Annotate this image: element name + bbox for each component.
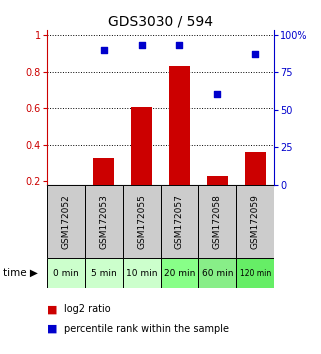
Bar (84, 258, 123, 288)
Text: GSM172059: GSM172059 (251, 194, 260, 249)
Bar (84, 185, 123, 258)
Text: 10 min: 10 min (126, 268, 157, 278)
Bar (160, 185, 198, 258)
Point (215, 91, 220, 97)
Bar (47, 258, 84, 288)
Bar (237, 185, 274, 258)
Point (63, 215, 68, 221)
Text: GSM172057: GSM172057 (175, 194, 184, 249)
Bar (207, 176, 228, 218)
Text: 20 min: 20 min (164, 268, 195, 278)
Text: time ▶: time ▶ (3, 268, 38, 278)
Bar (245, 152, 266, 218)
Bar (123, 258, 160, 288)
Point (177, 42, 182, 47)
Text: ■: ■ (47, 324, 57, 334)
Text: 120 min: 120 min (240, 268, 271, 278)
Text: 60 min: 60 min (202, 268, 233, 278)
Text: GSM172058: GSM172058 (213, 194, 222, 249)
Bar (160, 258, 198, 288)
Bar (47, 185, 84, 258)
Text: percentile rank within the sample: percentile rank within the sample (64, 324, 229, 334)
Bar (169, 67, 190, 218)
Title: GDS3030 / 594: GDS3030 / 594 (108, 15, 213, 29)
Point (139, 42, 144, 47)
Bar (123, 185, 160, 258)
Text: GSM172052: GSM172052 (61, 194, 70, 249)
Bar (237, 258, 274, 288)
Bar (93, 158, 114, 218)
Text: GSM172055: GSM172055 (137, 194, 146, 249)
Point (253, 51, 258, 57)
Text: 5 min: 5 min (91, 268, 117, 278)
Point (101, 47, 106, 53)
Bar (198, 185, 237, 258)
Text: 0 min: 0 min (53, 268, 78, 278)
Text: ■: ■ (47, 304, 57, 314)
Text: GSM172053: GSM172053 (99, 194, 108, 249)
Text: log2 ratio: log2 ratio (64, 304, 111, 314)
Bar (198, 258, 237, 288)
Bar (131, 107, 152, 218)
